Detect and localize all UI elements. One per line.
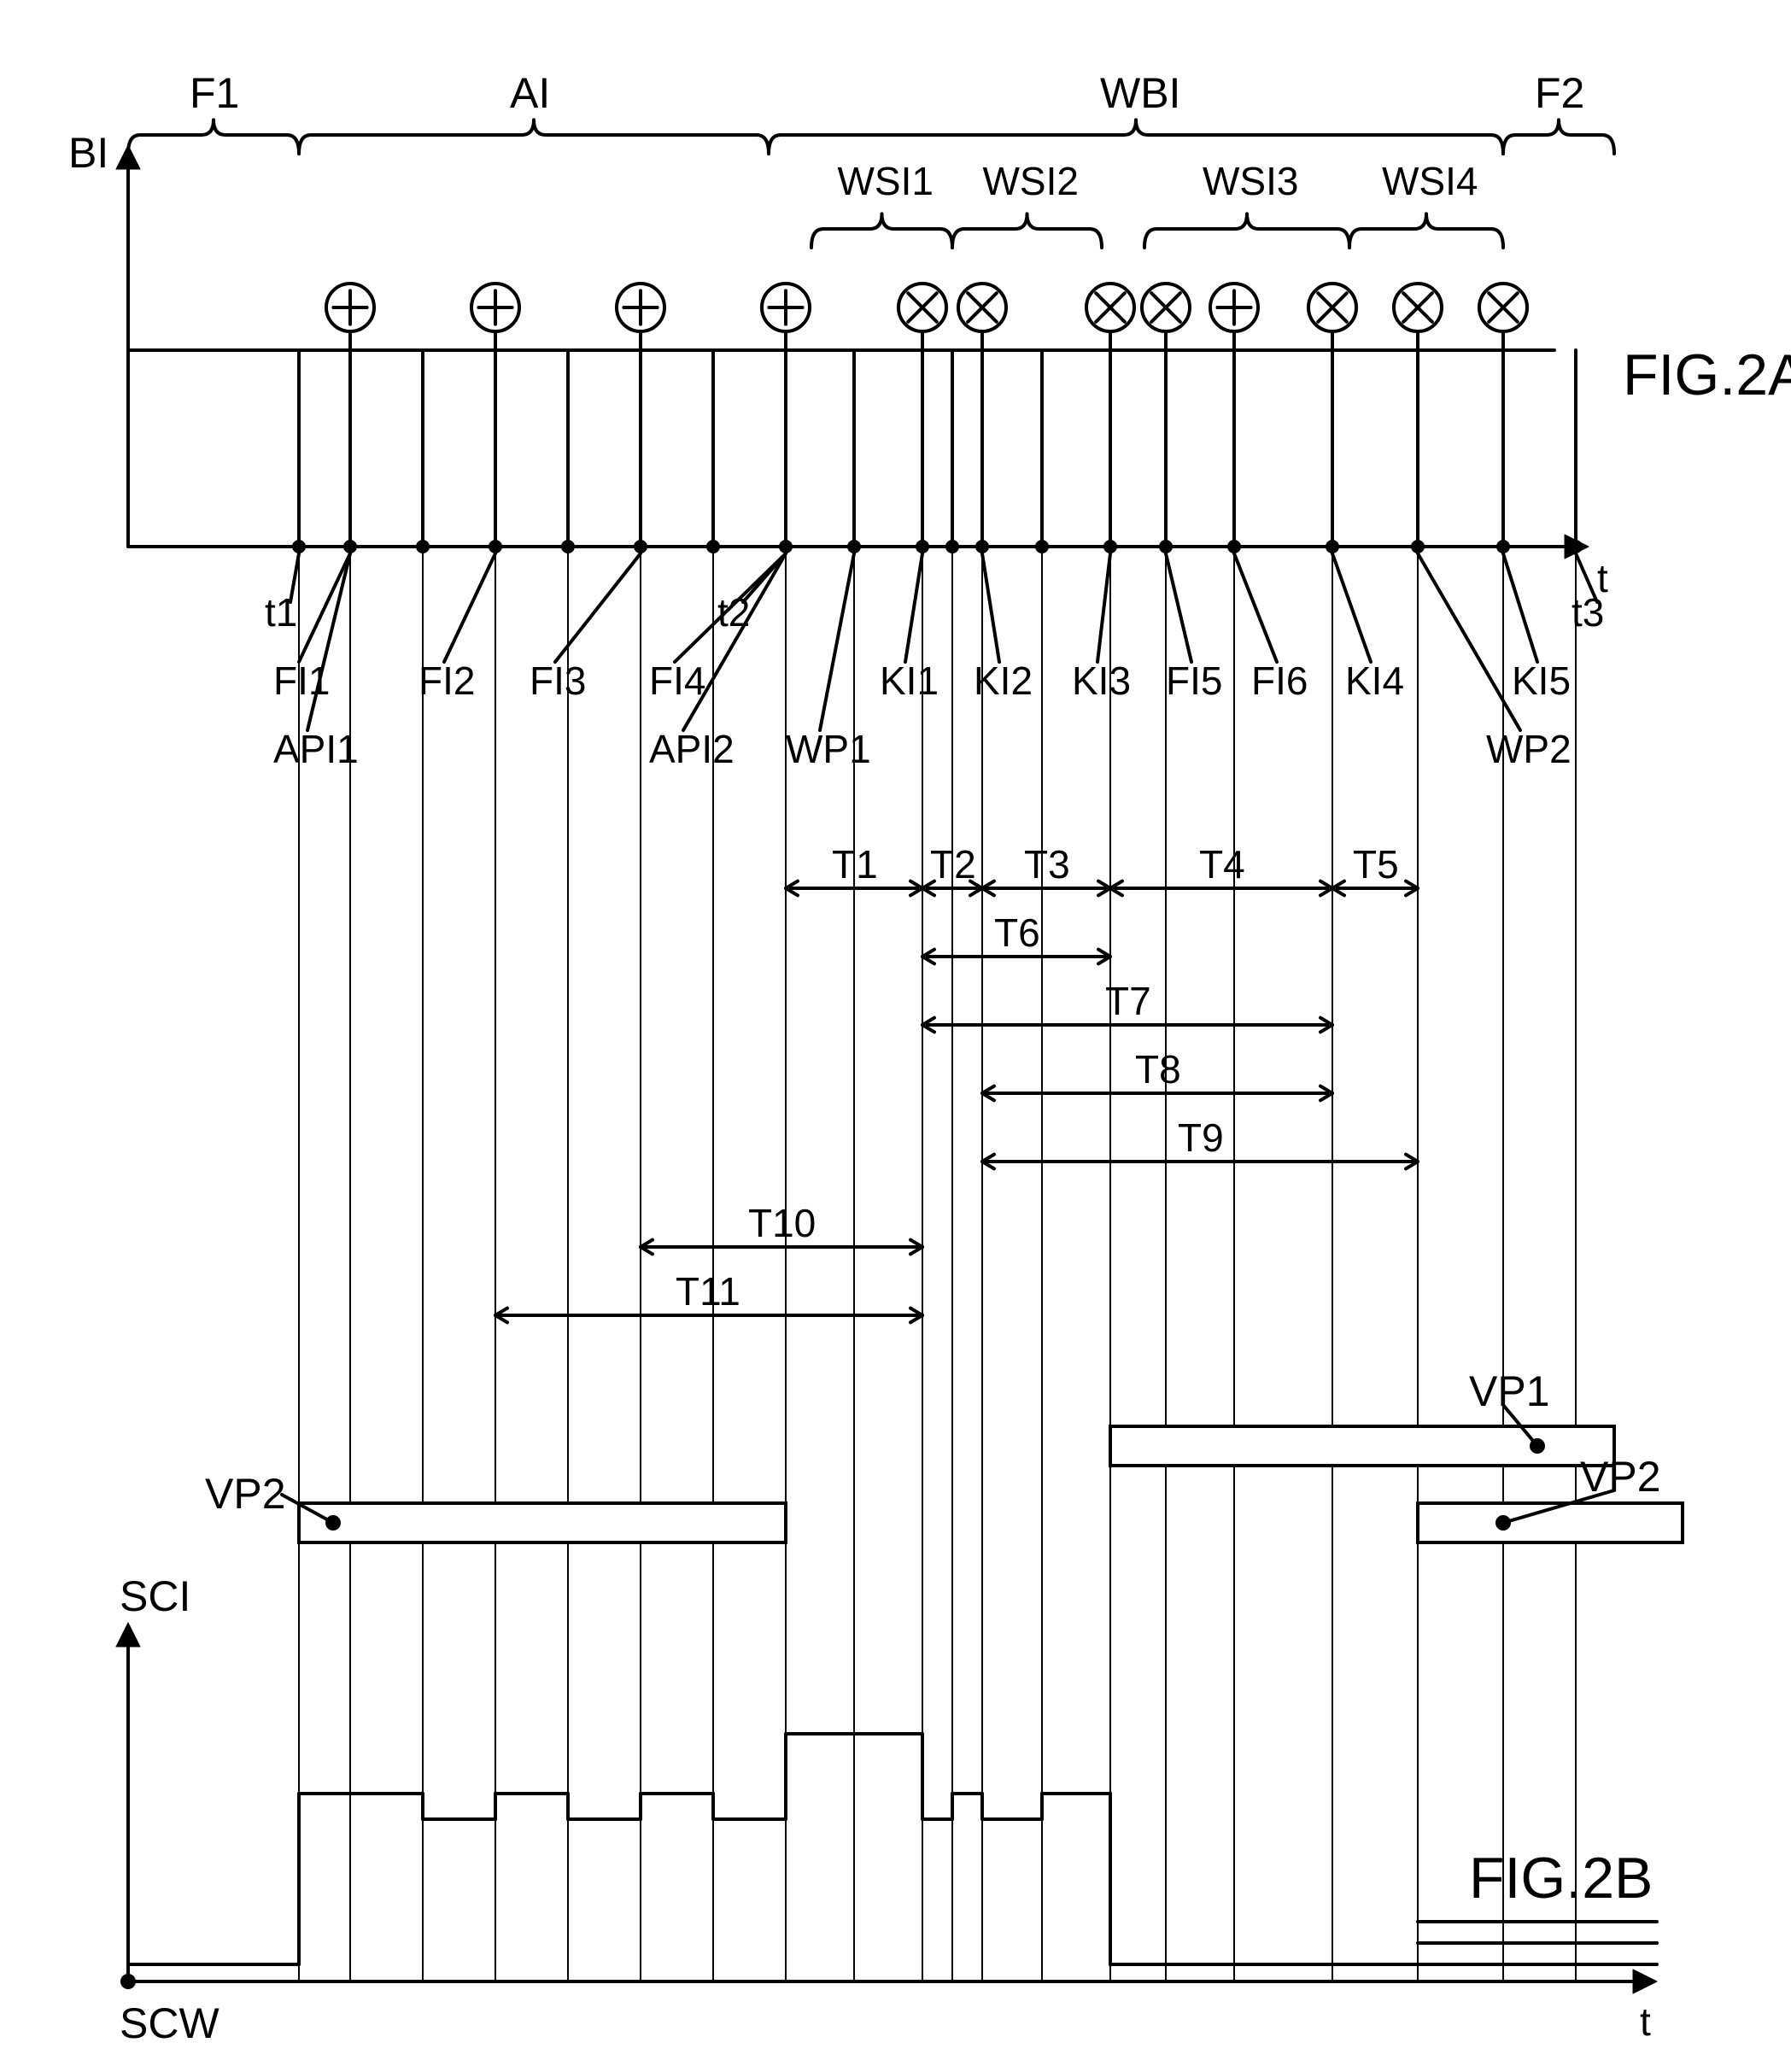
- tick-WP2: WP2: [1486, 726, 1572, 772]
- tick-KI4: KI4: [1345, 658, 1404, 704]
- tick-FI5: FI5: [1166, 658, 1222, 704]
- tick-FI3: FI3: [530, 658, 586, 704]
- bracket-AI: AI: [510, 68, 550, 118]
- tick-API2: API2: [649, 726, 735, 772]
- tick-KI2: KI2: [974, 658, 1033, 704]
- tick-FI6: FI6: [1251, 658, 1308, 704]
- tick-API1: API1: [273, 726, 359, 772]
- bracket-WSI4: WSI4: [1382, 158, 1478, 204]
- tick-KI5: KI5: [1512, 658, 1571, 704]
- interval-T2: T2: [930, 841, 976, 887]
- tick-FI1: FI1: [273, 658, 330, 704]
- figure-label-b: FIG.2B: [1469, 1845, 1653, 1911]
- figure-label-a: FIG.2A: [1623, 342, 1791, 408]
- bracket-WSI3: WSI3: [1203, 158, 1298, 204]
- tick-KI3: KI3: [1072, 658, 1131, 704]
- interval-T1: T1: [832, 841, 878, 887]
- bracket-WBI: WBI: [1100, 68, 1180, 118]
- interval-T5: T5: [1353, 841, 1399, 887]
- diagram-svg: [17, 17, 1791, 2055]
- axis-y-label-a: BI: [68, 128, 108, 178]
- axis-y-label-b: SCI: [120, 1572, 190, 1621]
- tick-t1: t1: [265, 589, 297, 635]
- interval-T7: T7: [1105, 978, 1151, 1024]
- interval-T9: T9: [1178, 1115, 1224, 1161]
- bracket-WSI1: WSI1: [838, 158, 934, 204]
- tick-FI4: FI4: [649, 658, 705, 704]
- vp-label-VP2: VP2: [1580, 1452, 1661, 1501]
- bracket-F1: F1: [190, 68, 239, 118]
- interval-T11: T11: [676, 1268, 740, 1314]
- interval-T10: T10: [748, 1200, 816, 1246]
- vp-label-VP2: VP2: [205, 1469, 286, 1519]
- bracket-WSI2: WSI2: [983, 158, 1079, 204]
- tick-t2: t2: [717, 589, 750, 635]
- tick-KI1: KI1: [880, 658, 939, 704]
- interval-T6: T6: [994, 910, 1040, 956]
- interval-T3: T3: [1024, 841, 1070, 887]
- vp-label-VP1: VP1: [1469, 1367, 1550, 1416]
- interval-T8: T8: [1135, 1046, 1181, 1092]
- tick-FI2: FI2: [418, 658, 475, 704]
- tick-WP1: WP1: [786, 726, 871, 772]
- bracket-F2: F2: [1535, 68, 1584, 118]
- interval-T4: T4: [1199, 841, 1245, 887]
- axis-scw-label: SCW: [120, 1999, 219, 2048]
- tick-t3: t3: [1572, 589, 1604, 635]
